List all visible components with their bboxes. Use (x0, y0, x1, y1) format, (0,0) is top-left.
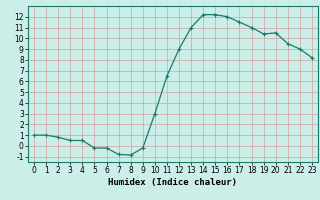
X-axis label: Humidex (Indice chaleur): Humidex (Indice chaleur) (108, 178, 237, 187)
